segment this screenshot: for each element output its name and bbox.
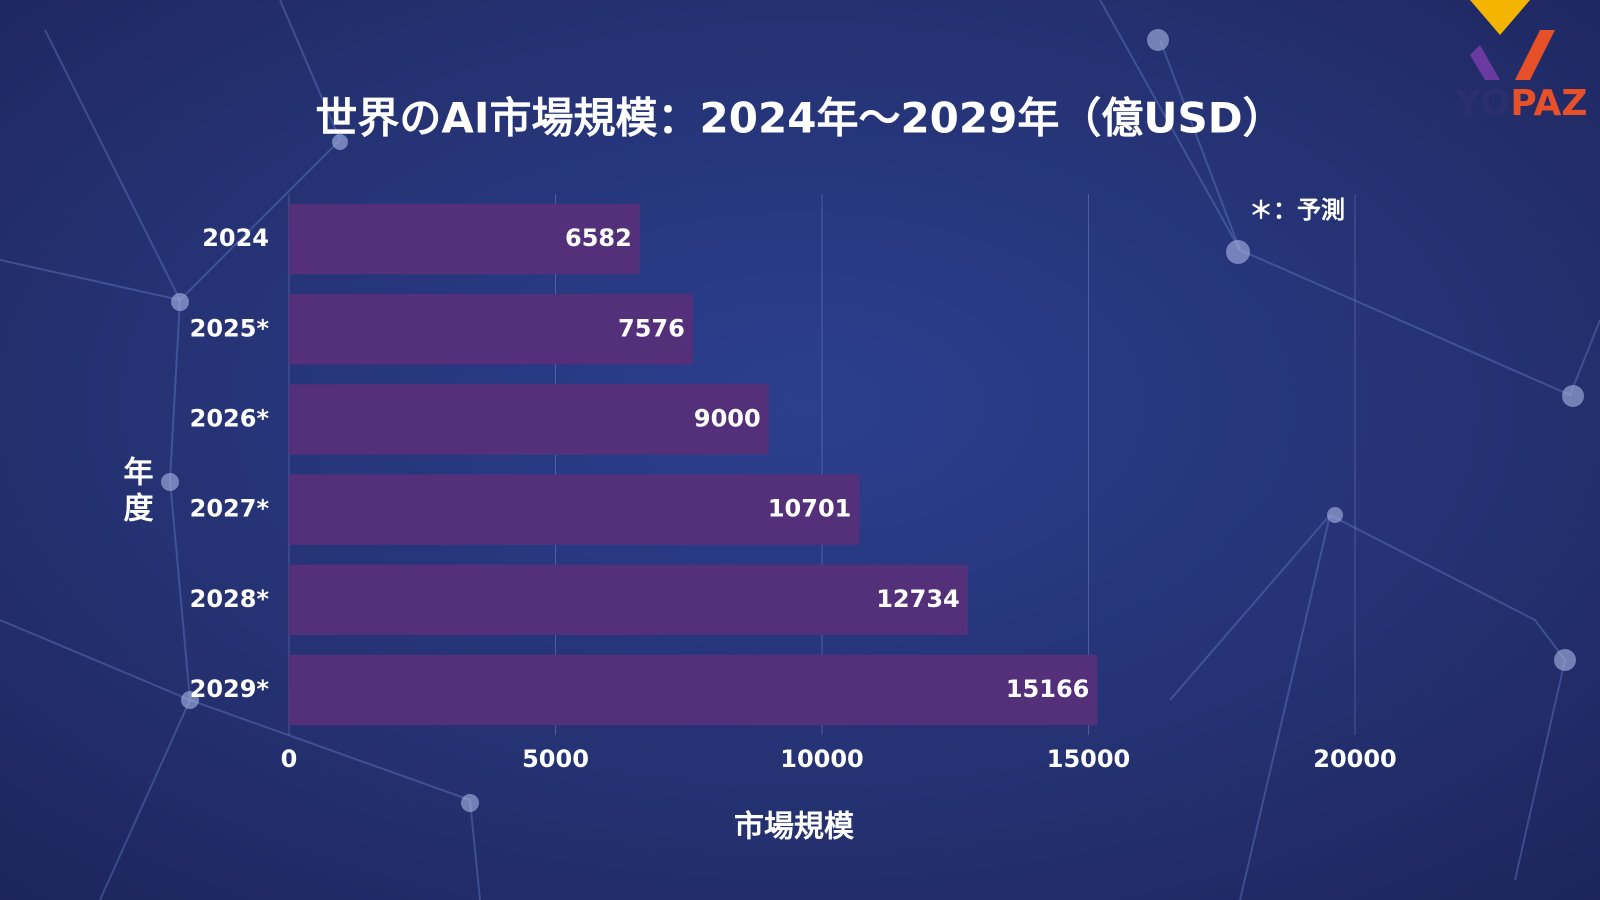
x-axis-label: 市場規模	[734, 810, 854, 845]
x-tick-label: 5000	[522, 745, 589, 773]
network-nodes	[161, 29, 1584, 812]
bar	[289, 654, 1098, 726]
value-label: 10701	[768, 495, 852, 523]
y-tick-label: 2027*	[190, 495, 270, 523]
x-tick-label: 10000	[780, 745, 864, 773]
bar	[289, 474, 860, 545]
bar	[289, 564, 968, 635]
logo-mark	[1470, 0, 1530, 35]
y-tick-label: 2024	[202, 224, 269, 252]
y-tick-label: 2029*	[190, 675, 270, 703]
y-tick-label: 2025*	[190, 314, 270, 342]
value-label: 6582	[565, 224, 632, 252]
chart-title: 世界のAI市場規模：2024年～2029年（億USD）	[315, 94, 1284, 143]
y-tick-label: 2026*	[190, 404, 270, 432]
value-label: 15166	[1006, 675, 1090, 703]
logo: YOPAZ	[1454, 0, 1587, 124]
y-axis-label: 年度	[118, 456, 154, 528]
value-label: 12734	[876, 585, 960, 613]
logo-mark	[1515, 30, 1555, 80]
y-tick-label: 2028*	[190, 585, 270, 613]
bar	[289, 294, 693, 365]
logo-text: YOPAZ	[1454, 83, 1587, 124]
bar	[289, 384, 769, 455]
value-label: 7576	[618, 314, 685, 342]
annotation: ＊：予測	[1249, 196, 1345, 224]
x-tick-label: 20000	[1313, 745, 1397, 773]
logo-mark	[1470, 45, 1500, 80]
x-tick-label: 15000	[1047, 745, 1131, 773]
x-tick-label: 0	[281, 745, 298, 773]
bar	[289, 203, 640, 275]
value-label: 9000	[694, 404, 761, 432]
